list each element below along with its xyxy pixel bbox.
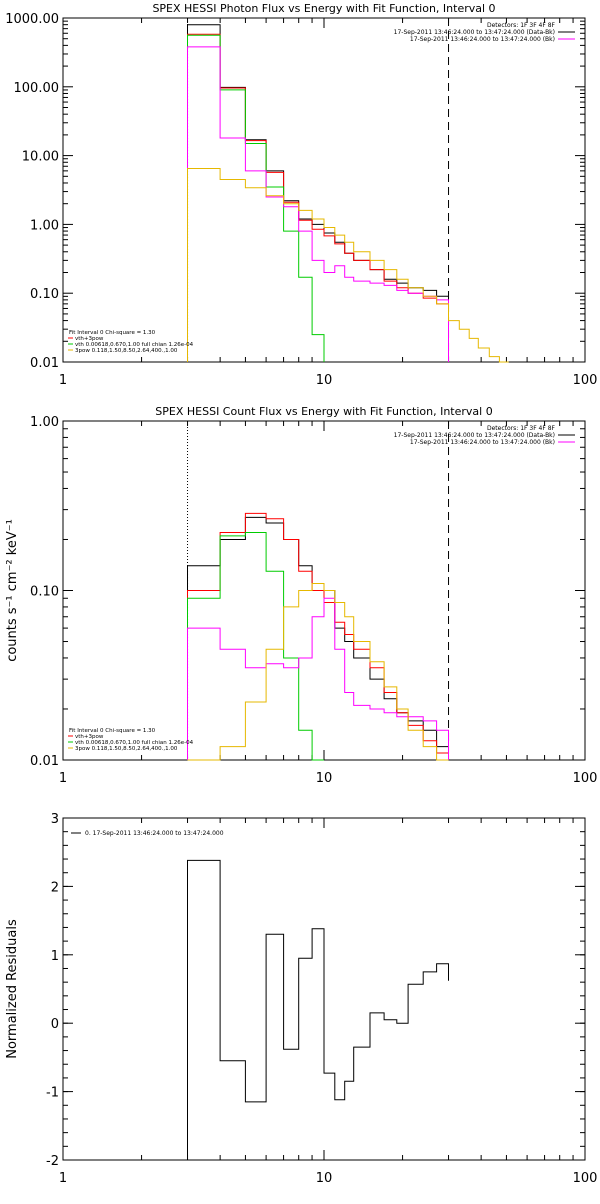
panel1-y-tick-label: 0.10: [30, 287, 59, 302]
panel2-y-axis-label: counts s⁻¹ cm⁻² keV⁻¹: [5, 519, 20, 662]
panel1-y-tick-label: 10.00: [22, 150, 59, 165]
panel1-info-text: 17-Sep-2011 13:46:24.000 to 13:47:24.000…: [394, 29, 555, 36]
panel2-y-tick-label: 0.01: [30, 754, 59, 769]
panel2-legend-text: vth+3pow: [75, 734, 104, 740]
panel1-series-1: [187, 33, 449, 362]
panel2-series-1: [187, 512, 449, 760]
panel1-legend-text: Fit Interval 0 Chi-square = 1.30: [69, 330, 156, 336]
panel1-series-0: [187, 24, 449, 362]
panel3-y-tick-label: 3: [51, 812, 59, 827]
panel1-series-2: [187, 34, 325, 362]
panel1-y-tick-label: 1.00: [30, 218, 59, 233]
panel3-y-tick-label: 0: [51, 1017, 59, 1032]
panel2-x-tick-label: 100: [573, 771, 598, 786]
panel1-info-text: Detectors: 1F 3F 4F 8F: [487, 22, 556, 29]
panel3-y-tick-label: -2: [46, 1154, 59, 1169]
panel2-series-2: [187, 532, 324, 761]
panel2-legend-text: 3pow 0.118,1.50,8.50,2.64,400.,1.00: [75, 746, 178, 752]
panel1-y-tick-label: 0.01: [30, 356, 59, 371]
panel1-series-3: [187, 46, 449, 362]
panel2-info-text: 17-Sep-2011 13:46:24.000 to 13:47:24.000…: [394, 432, 555, 439]
panel3-x-tick-label: 100: [573, 1171, 598, 1186]
panel1-x-tick-label: 1: [59, 373, 67, 388]
panel3-y-axis-label: Normalized Residuals: [5, 919, 20, 1059]
panel3-y-tick-label: -1: [46, 1086, 59, 1101]
panel1-x-tick-label: 100: [573, 373, 598, 388]
panel2-y-tick-label: 0.10: [30, 585, 59, 600]
panel2-series-4: [187, 583, 449, 761]
panel1-plot-frame: [62, 17, 586, 363]
panel3-y-tick-label: 1: [51, 949, 59, 964]
panel3-x-tick-label: 1: [59, 1171, 67, 1186]
panel3-series-0: [187, 859, 449, 1160]
panel2-info-text: 17-Sep-2011 13:46:24.000 to 13:47:24.000…: [410, 439, 555, 446]
panel1-info-text: 17-Sep-2011 13:46:24.000 to 13:47:24.000…: [410, 36, 555, 43]
panel1-y-tick-label: 1000.00: [5, 12, 59, 27]
panel1-legend-text: vth 0.00618,0.670,1.00 full chian 1.26e-…: [75, 342, 194, 348]
panel3-legend-text: 0. 17-Sep-2011 13:46:24.000 to 13:47:24.…: [85, 830, 224, 837]
panel1-legend-text: 3pow 0.118,1.50,8.50,2.64,400.,1.00: [75, 348, 178, 354]
panel2-title: SPEX HESSI Count Flux vs Energy with Fit…: [155, 405, 492, 418]
panel1-x-tick-label: 10: [316, 373, 333, 388]
panel2-legend-text: vth 0.00618,0.670,1.00 full chian 1.26e-…: [75, 740, 194, 746]
panel2-legend-text: Fit Interval 0 Chi-square = 1.30: [69, 728, 156, 734]
panel2-x-tick-label: 1: [59, 771, 67, 786]
panel2-series-3: [187, 597, 449, 760]
panel3-y-tick-label: 2: [51, 880, 59, 895]
panel3-x-tick-label: 10: [316, 1171, 333, 1186]
panel1-legend-text: vth+3pow: [75, 336, 104, 342]
panel1-title: SPEX HESSI Photon Flux vs Energy with Fi…: [152, 2, 495, 15]
panel1-y-tick-label: 100.00: [14, 81, 60, 96]
panel2-x-tick-label: 10: [316, 771, 333, 786]
panel1-series-4: [187, 168, 509, 363]
panel2-info-text: Detectors: 1F 3F 4F 8F: [487, 425, 556, 432]
panel2-series-0: [187, 516, 449, 760]
panel2-y-tick-label: 1.00: [30, 415, 59, 430]
